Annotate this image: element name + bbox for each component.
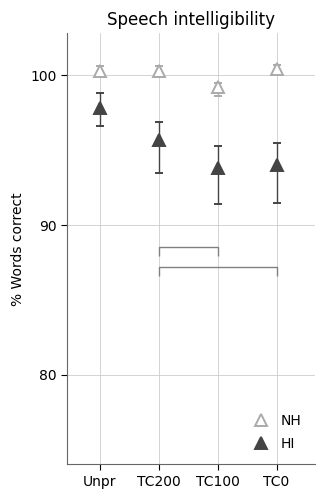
Legend: NH, HI: NH, HI: [240, 408, 308, 458]
Y-axis label: % Words correct: % Words correct: [11, 192, 25, 306]
Title: Speech intelligibility: Speech intelligibility: [107, 11, 275, 29]
